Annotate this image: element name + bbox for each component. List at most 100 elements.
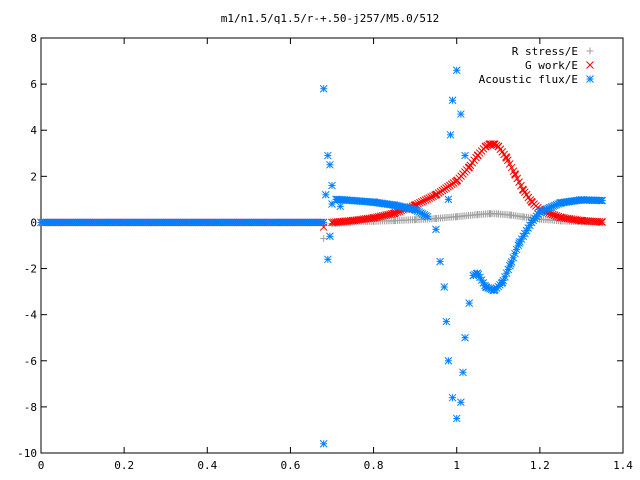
series-1-interp-point [515,178,523,186]
series-2-point [432,225,440,234]
y-tick-label: -6 [24,355,37,368]
series-2-point [448,96,457,105]
series-2-interp-point [509,253,518,262]
y-tick-label: -2 [24,263,37,276]
legend-label: G work/E [525,59,578,72]
plot-axes: 0 0.2 0.4 0.6 0.8 1 1.2 1.4 -10 -8 -6 -4 -2 0 2 4 6 8 [17,32,633,472]
series-1-point [527,197,536,206]
series-1-point [473,151,482,160]
series-1-interp-point [419,197,428,205]
series-2-point [446,130,455,139]
series-2-point [326,232,334,241]
series-1-interp-point [417,197,426,206]
x-tick-label: 0.6 [280,459,300,472]
series-2-point [323,151,332,160]
series-2-point [444,195,453,204]
series-1-interp-point [421,196,430,204]
series-2-point [444,356,453,365]
legend-marker [586,47,594,55]
series-1-point [452,177,461,185]
series-1-point [494,142,503,151]
series-2-point [452,414,461,423]
series-1-point [556,213,565,222]
series-2-point [452,66,461,75]
series-layer [37,66,607,448]
series-0-point [494,210,502,218]
x-tick-label: 1 [453,459,460,472]
x-tick-label: 0.4 [197,459,217,472]
series-1-interp-point [505,160,514,168]
series-1-point [328,218,336,227]
series-0-point [411,216,419,224]
series-2-point [326,160,334,169]
y-tick-label: -8 [24,401,37,414]
series-1-point [511,170,519,178]
series-0-point [507,211,515,219]
y-tick-label: 6 [30,78,37,91]
y-tick-label: 2 [30,170,37,183]
legend-label: R stress/E [512,45,578,58]
series-2-point [436,257,444,266]
series-2-point [459,368,467,377]
series-0-point [320,235,328,243]
series-1-point [465,163,474,171]
series-1-interp-point [597,218,606,226]
legend-marker [586,61,594,69]
series-0-point [486,210,494,218]
series-0-point [519,213,527,221]
series-2-point [319,439,328,448]
plot-frame [40,37,624,454]
series-2-point [321,190,330,199]
series-1-point [490,140,498,148]
y-tick-label: 0 [30,216,37,229]
series-2-interp-point [512,245,521,254]
x-tick-label: 1.4 [613,459,633,472]
series-2 [37,66,607,448]
series-0-point [474,211,481,219]
series-2-point [461,151,469,160]
x-tick-label: 0.2 [114,459,134,472]
series-1-point [502,154,511,162]
series-0-point [453,213,461,221]
series-2-baseline-point [319,218,328,227]
series-2-interp-point [597,196,606,205]
series-2-point [442,317,451,326]
series-2-interp-point [422,211,430,220]
legend-marker [586,75,594,83]
y-tick-label: -4 [24,309,38,322]
y-tick-label: 8 [30,32,37,45]
series-1-point [369,213,378,222]
series-1-point [577,216,586,225]
series-1-interp-point [595,217,604,226]
series-2-point [336,202,345,211]
series-2-point [328,181,336,190]
legend-label: Acoustic flux/E [479,73,578,86]
series-1-interp-point [425,194,434,202]
series-2-point [457,110,465,118]
series-2-point [323,255,332,264]
series-1-point [432,190,440,199]
series-1-interp-point [507,163,516,172]
series-0-point [390,217,398,225]
series-2-interp-point [506,261,514,270]
series-1-interp-point [423,195,432,203]
series-2-point [440,283,449,291]
series-1-interp-point [416,198,424,207]
series-1-point [348,216,357,225]
series-1-interp-point [517,181,525,190]
y-tick-label: 4 [30,124,37,137]
series-2-point [319,84,328,93]
series-1-point [519,186,528,195]
x-tick-label: 0.8 [364,459,384,472]
x-tick-label: 1.2 [530,459,550,472]
series-1-interp-point [503,156,512,165]
series-1-point [598,218,607,226]
series-2-point [448,393,457,402]
chart-title: m1/n1.5/q1.5/r-+.50-j257/M5.0/512 [221,12,440,25]
series-1-interp-point [427,193,436,202]
y-tick-label: -10 [17,447,37,460]
series-1-point [390,209,399,218]
series-2-point [457,398,465,407]
